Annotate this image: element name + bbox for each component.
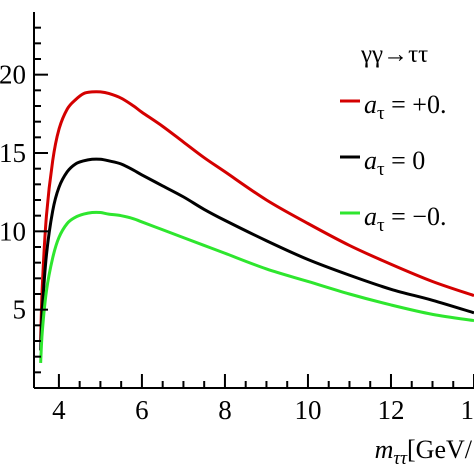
x-tick-label: 12 <box>377 395 404 425</box>
x-axis-label-sub: ττ <box>393 448 408 469</box>
x-tick-label: 4 <box>52 395 66 425</box>
series-line-2 <box>39 210 474 364</box>
y-ticks: 5 10 15 20 <box>0 26 48 374</box>
x-tick-label: 6 <box>135 395 149 425</box>
series-line-1 <box>39 157 474 351</box>
x-tick-label: 14 <box>461 395 474 425</box>
legend-label-0: aτ = +0. <box>364 90 446 124</box>
legend-title: γγ→ττ <box>360 41 428 68</box>
series-layer <box>39 90 474 364</box>
legend-label-1: aτ = 0 <box>364 146 425 180</box>
series-line-0 <box>39 90 474 342</box>
x-axis-label: mττ[GeV/ <box>375 435 473 469</box>
x-axis-label-unit: [GeV/ <box>407 435 473 464</box>
legend-label-2: aτ = −0. <box>364 202 446 236</box>
y-tick-label: 5 <box>13 295 27 325</box>
x-axis-label-var: m <box>375 435 394 464</box>
x-tick-label: 10 <box>294 395 321 425</box>
x-ticks: 4 6 8 10 12 14 <box>52 374 474 425</box>
x-tick-label: 8 <box>218 395 232 425</box>
y-tick-label: 15 <box>0 138 26 168</box>
legend: γγ→ττ aτ = +0. aτ = 0 aτ = −0. <box>340 41 446 236</box>
plot-frame <box>33 12 474 389</box>
legend-entries: aτ = +0. aτ = 0 aτ = −0. <box>340 90 446 236</box>
y-tick-label: 10 <box>0 216 26 246</box>
y-tick-label: 20 <box>0 60 26 90</box>
